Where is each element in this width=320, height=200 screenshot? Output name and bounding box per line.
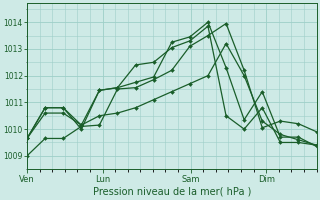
X-axis label: Pression niveau de la mer( hPa ): Pression niveau de la mer( hPa ): [92, 187, 251, 197]
